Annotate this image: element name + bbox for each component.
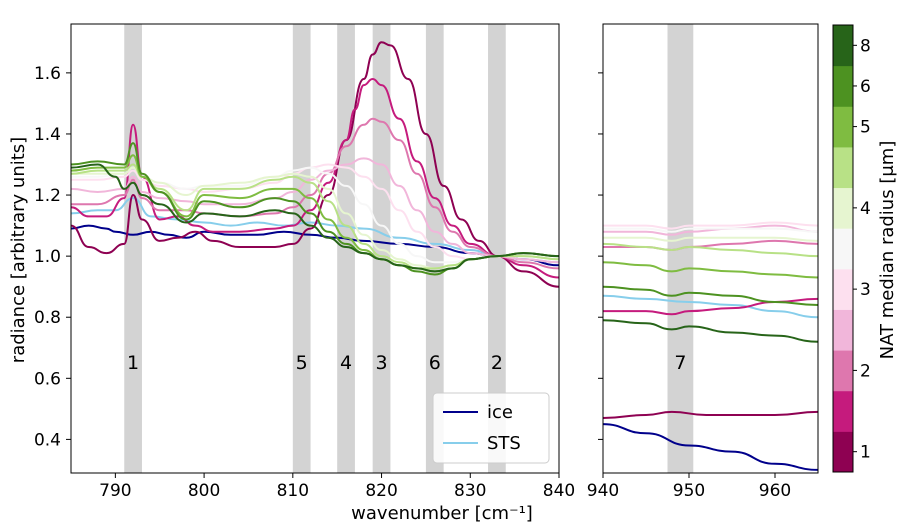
series-line-r4 [603,224,818,236]
y-tick-label-5: 1.4 [34,125,61,145]
series-line-r7 [603,236,818,242]
band-2 [488,24,506,473]
colorbar-segment-2 [833,350,853,392]
series-line-r11 [603,319,818,343]
x-tick-label-960: 960 [759,481,791,501]
colorbar-segment-8 [833,106,853,148]
left-series-group [71,41,559,288]
colorbar-segment-4 [833,268,853,310]
colorbar-segment-10 [833,25,853,67]
band-5 [292,24,311,473]
colorbar-tick-label-2: 2 [860,361,871,381]
y-tick-label-1: 0.6 [34,369,61,389]
series-line-r6 [603,227,818,233]
colorbar-segment-6 [833,187,853,229]
right-panel: 7 940 950 960 [587,23,819,501]
y-tick-label-2: 0.8 [34,308,61,328]
band-1 [124,24,142,473]
right-series-group [603,221,818,471]
y-tick-label-0: 0.4 [34,430,61,450]
series-line-STS [603,294,818,319]
colorbar-segment-3 [833,309,853,351]
series-line-r1 [71,41,559,288]
colorbar-tick-label-6: 6 [860,77,871,97]
band-label-6: 6 [429,352,441,374]
series-line-STS [71,197,559,264]
x-axis-label: wavenumber [cm⁻¹] [351,503,533,524]
band-label-7: 7 [674,352,686,374]
band-label-2: 2 [491,352,503,374]
band-label-3: 3 [375,352,387,374]
colorbar-tick-label-5: 5 [860,118,871,138]
colorbar-tick-label-4: 4 [860,199,871,219]
x-tick-label-950: 950 [673,481,705,501]
series-line-r10 [603,285,818,306]
x-tick-label-790: 790 [99,481,131,501]
x-tick-label-800: 800 [188,481,220,501]
colorbar-segment-9 [833,65,853,107]
band-6 [425,24,444,473]
colorbar-label: NAT median radius [μm] [877,141,898,360]
series-line-r9 [603,261,818,279]
legend-box [432,392,550,464]
series-line-r2 [71,78,559,279]
series-line-r4 [71,157,559,264]
x-tick-label-840: 840 [543,481,575,501]
series-line-r8 [603,242,818,258]
legend: ice STS [432,392,550,464]
series-line-ice [603,423,818,471]
series-line-r11 [71,163,559,273]
colorbar-segment-5 [833,228,853,270]
x-tick-label-940: 940 [587,481,619,501]
colorbar-tick-label-1: 1 [860,443,871,463]
colorbar-frame [832,24,854,473]
colorbar: 1 2 3 4 5 6 8 [832,24,871,473]
left-panel: 1 5 4 3 6 2 790 800 810 820 830 840 0.4 0.6 0.8 1.0 1.2 1… [34,23,575,501]
series-line-ice [71,224,559,267]
legend-label-STS: STS [487,433,521,454]
x-tick-label-810: 810 [277,481,309,501]
y-axis-label: radiance [arbitrary units] [8,137,29,363]
right-frame [602,23,819,474]
band-label-5: 5 [296,352,308,374]
band-3 [372,24,391,473]
band-label-4: 4 [340,352,352,374]
colorbar-tick-label-8: 8 [860,36,871,56]
x-tick-label-820: 820 [365,481,397,501]
legend-label-ice: ice [487,402,513,423]
y-tick-label-4: 1.2 [34,186,61,206]
colorbar-segment-0 [833,431,853,473]
series-line-r5 [71,163,559,261]
series-line-r5 [603,221,818,230]
colorbar-tick-label-3: 3 [860,280,871,300]
colorbar-segment-1 [833,390,853,432]
band-label-1: 1 [127,352,139,374]
colorbar-segment-7 [833,146,853,189]
y-tick-label-6: 1.6 [34,64,61,84]
left-frame [70,23,560,474]
y-tick-label-3: 1.0 [34,247,61,267]
series-line-r1 [603,410,818,419]
x-tick-label-830: 830 [454,481,486,501]
